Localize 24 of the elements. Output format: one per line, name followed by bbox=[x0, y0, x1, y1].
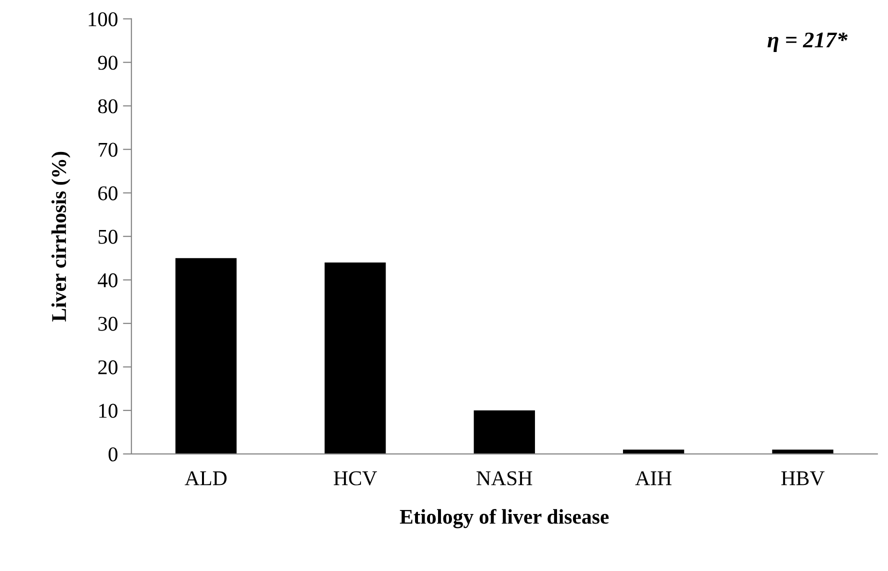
x-tick-label: HCV bbox=[334, 471, 377, 486]
bar bbox=[772, 450, 834, 454]
y-tick-label: 60 bbox=[98, 186, 118, 200]
y-tick-label: 70 bbox=[98, 142, 118, 157]
y-tick-label: 80 bbox=[98, 99, 118, 114]
x-tick-label: NASH bbox=[476, 471, 532, 486]
y-tick-label: 50 bbox=[98, 230, 118, 244]
y-tick-label: 20 bbox=[98, 360, 118, 374]
y-tick-label: 40 bbox=[98, 273, 118, 288]
y-tick-label: 100 bbox=[88, 12, 118, 26]
bar bbox=[474, 410, 535, 454]
y-tick-label: 10 bbox=[99, 404, 118, 418]
annotation: η = 217* bbox=[768, 32, 848, 52]
x-axis-title: Etiology of liver disease bbox=[400, 508, 609, 528]
y-tick-label: 0 bbox=[108, 447, 118, 462]
x-tick-label: AIH bbox=[635, 471, 672, 486]
x-tick-label: ALD bbox=[184, 471, 227, 486]
y-tick-label: 30 bbox=[98, 316, 118, 331]
bar bbox=[175, 258, 237, 454]
y-tick-label: 90 bbox=[98, 56, 118, 70]
x-tick-label: HBV bbox=[781, 471, 825, 486]
y-axis-title: Liver cirrhosis (%) bbox=[51, 152, 70, 322]
bar bbox=[622, 450, 684, 454]
bar bbox=[324, 262, 386, 454]
